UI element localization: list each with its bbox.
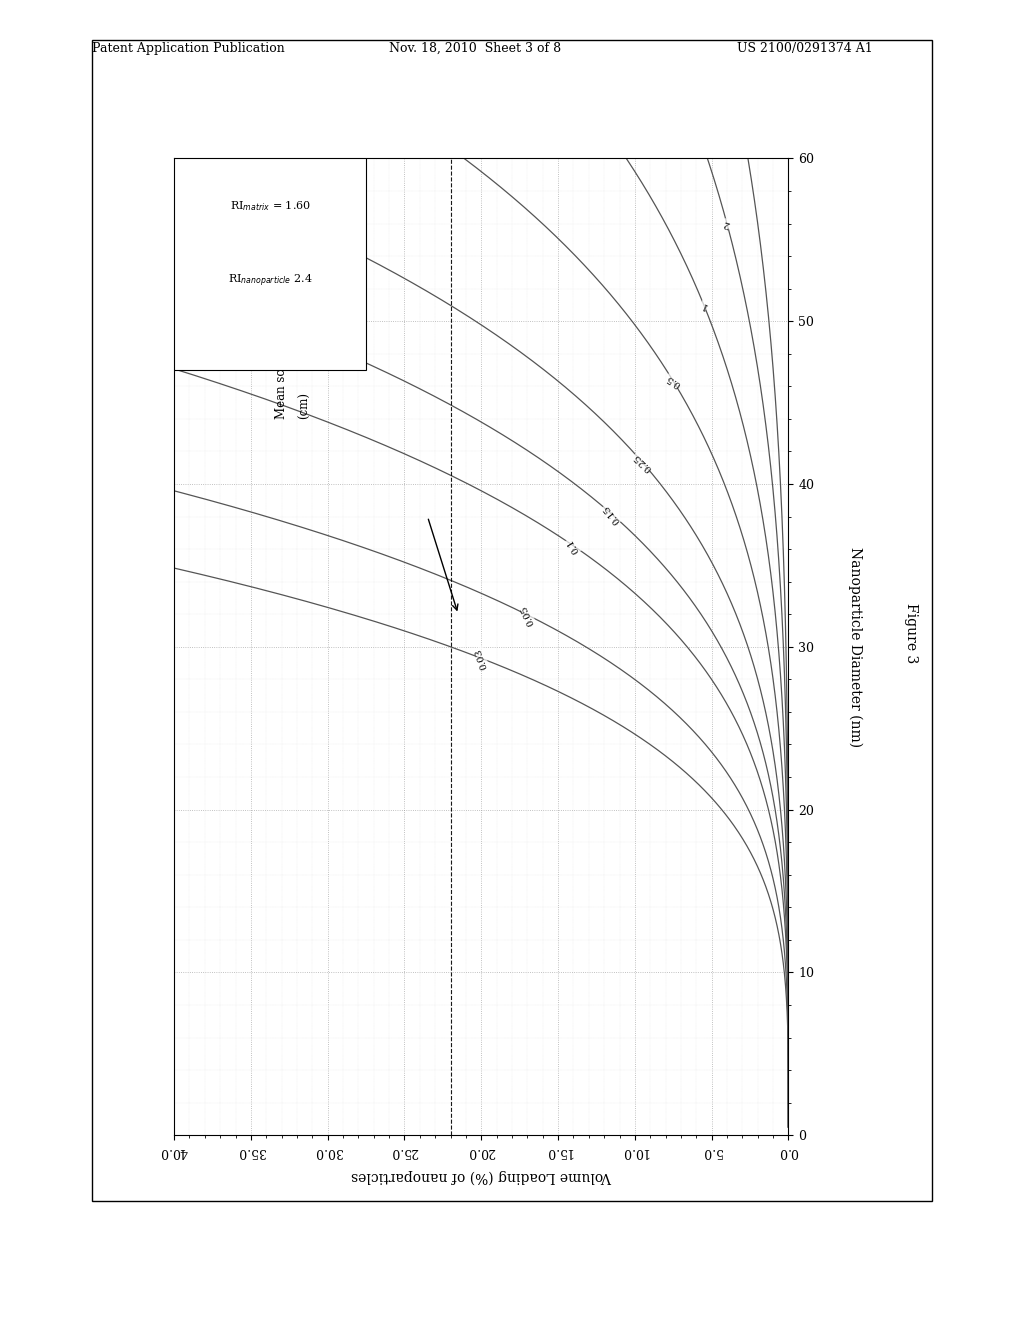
Text: Mean scattering Length: Mean scattering Length <box>275 276 288 418</box>
Text: Patent Application Publication: Patent Application Publication <box>92 42 285 55</box>
Text: 0.1: 0.1 <box>565 537 582 554</box>
Text: RI$_{\mathit{nanoparticle}}$ 2.4: RI$_{\mathit{nanoparticle}}$ 2.4 <box>227 272 312 289</box>
X-axis label: Volume Loading (%) of nanoparticles: Volume Loading (%) of nanoparticles <box>351 1170 611 1184</box>
Text: (cm): (cm) <box>298 392 311 418</box>
Bar <box>174 158 367 370</box>
Text: 0.03: 0.03 <box>473 647 489 671</box>
Text: 1: 1 <box>699 300 709 310</box>
Text: RI$_{\mathit{matrix}}$ = 1.60: RI$_{\mathit{matrix}}$ = 1.60 <box>229 199 310 213</box>
Text: 0.5: 0.5 <box>665 374 682 389</box>
Text: 0.25: 0.25 <box>632 451 653 474</box>
Text: Nov. 18, 2010  Sheet 3 of 8: Nov. 18, 2010 Sheet 3 of 8 <box>389 42 561 55</box>
Text: 0.05: 0.05 <box>519 603 536 627</box>
Text: Figure 3: Figure 3 <box>904 603 919 664</box>
Text: 0.15: 0.15 <box>602 503 622 525</box>
Text: US 2100/0291374 A1: US 2100/0291374 A1 <box>737 42 873 55</box>
Y-axis label: Nanoparticle Diameter (nm): Nanoparticle Diameter (nm) <box>849 546 863 747</box>
Text: 2: 2 <box>723 219 731 230</box>
